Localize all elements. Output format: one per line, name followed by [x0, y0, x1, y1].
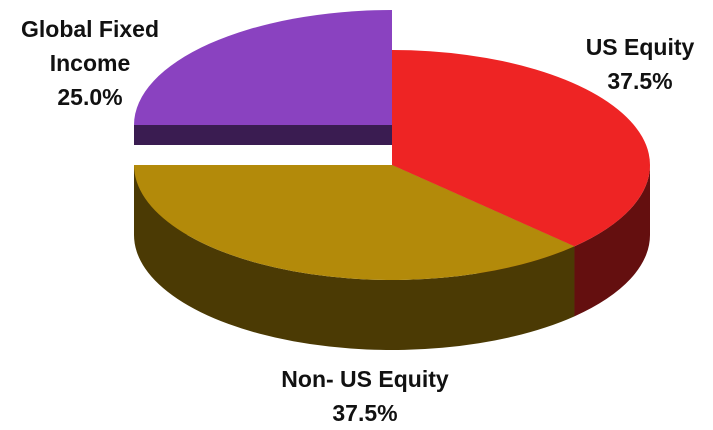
slice-side: [574, 165, 650, 317]
slice-label: Global Fixed Income 25.0%: [5, 12, 175, 114]
slice: [134, 10, 392, 125]
category-label: US Equity: [585, 34, 695, 60]
slice-face: [134, 125, 392, 145]
slice: [134, 165, 575, 280]
value-label: 37.5%: [332, 400, 398, 426]
slice: [392, 50, 650, 247]
category-label: Non- US Equity: [281, 366, 449, 392]
category-label: Global Fixed Income: [20, 16, 160, 76]
value-label: 25.0%: [57, 84, 123, 110]
slice-label: Non- US Equity 37.5%: [240, 362, 490, 430]
slice-label: US Equity 37.5%: [560, 30, 713, 98]
value-label: 37.5%: [607, 68, 673, 94]
slice-side: [134, 165, 575, 350]
